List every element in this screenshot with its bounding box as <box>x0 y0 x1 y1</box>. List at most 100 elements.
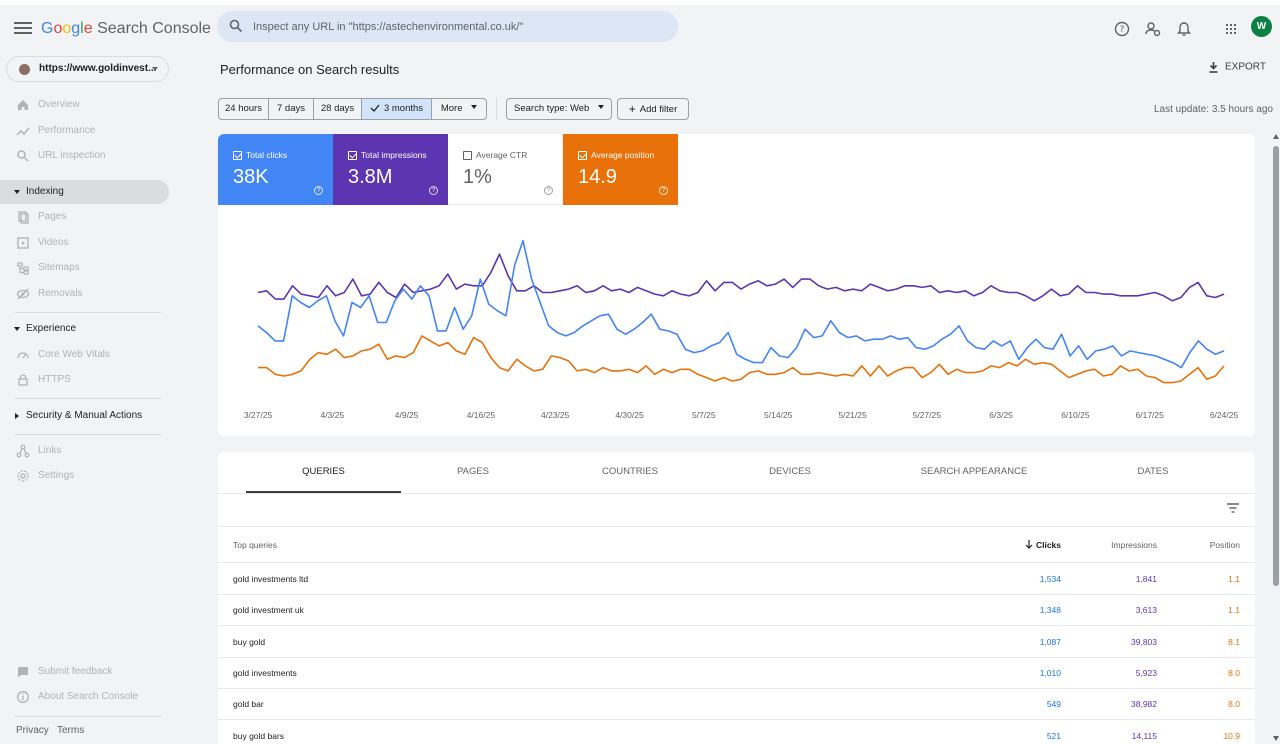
header-clicks-sorted[interactable]: Clicks <box>1025 540 1061 550</box>
sitemap-icon <box>17 262 29 275</box>
help-icon[interactable]: ? <box>429 186 438 195</box>
help-icon[interactable]: ? <box>659 186 668 195</box>
sidebar-item-videos[interactable]: Videos <box>0 231 169 255</box>
manage-users-icon[interactable] <box>1143 19 1163 39</box>
page-title: Performance on Search results <box>220 62 400 77</box>
cell-position: 8.1 <box>1228 636 1240 647</box>
cell-position: 8.0 <box>1228 667 1240 678</box>
cell-query: buy gold <box>233 636 266 647</box>
sidebar-divider <box>14 716 162 717</box>
app-logo[interactable]: Google Search Console <box>41 20 211 37</box>
url-inspect-input[interactable] <box>253 11 668 42</box>
metric-total-impressions[interactable]: Total impressions 3.8M ? <box>333 134 448 205</box>
sidebar-item-sitemaps[interactable]: Sitemaps <box>0 256 169 280</box>
table-row[interactable]: gold bar 549 38,982 8.0 <box>218 688 1255 721</box>
removals-icon <box>16 288 30 300</box>
url-inspect-searchbox[interactable] <box>217 11 678 42</box>
download-icon <box>1209 62 1218 73</box>
tab-countries[interactable]: COUNTRIES <box>602 466 658 477</box>
x-tick-label: 4/16/25 <box>467 410 496 420</box>
search-type-filter[interactable]: Search type: Web <box>506 98 612 120</box>
tab-queries[interactable]: QUERIES <box>302 466 345 477</box>
header-impressions[interactable]: Impressions <box>1111 540 1157 550</box>
info-icon <box>17 691 29 703</box>
notifications-icon[interactable] <box>1174 19 1194 39</box>
tab-dates[interactable]: DATES <box>1137 466 1169 477</box>
help-icon[interactable]: ? <box>314 186 323 195</box>
videos-icon <box>17 237 29 249</box>
checkbox-checked-icon <box>578 151 587 160</box>
table-row[interactable]: gold investments 1,010 5,923 8.0 <box>218 657 1255 689</box>
avatar[interactable]: W <box>1251 16 1272 37</box>
page-scrollbar[interactable] <box>1272 134 1280 744</box>
x-tick-label: 5/27/25 <box>913 410 942 420</box>
tab-pages[interactable]: PAGES <box>456 466 490 477</box>
help-icon[interactable]: ? <box>1112 19 1132 39</box>
table-row[interactable]: gold investments ltd 1,534 1,841 1.1 <box>218 563 1255 595</box>
range-7-days[interactable]: 7 days <box>268 98 314 120</box>
export-button[interactable]: EXPORT <box>1208 61 1266 77</box>
tab-devices[interactable]: DEVICES <box>769 466 811 477</box>
plus-icon: + <box>628 102 636 116</box>
check-icon <box>370 104 380 112</box>
row-divider <box>218 719 1255 721</box>
x-tick-label: 5/7/25 <box>692 410 716 420</box>
table-row[interactable]: gold investment uk 1,348 3,613 1.1 <box>218 594 1255 627</box>
cell-impressions: 14,115 <box>1131 730 1157 741</box>
sidebar-item-core-web-vitals[interactable]: Core Web Vitals <box>0 343 169 367</box>
table-row[interactable]: buy gold bars 521 14,115 10.9 <box>218 720 1255 744</box>
menu-icon[interactable] <box>13 19 33 39</box>
scroll-down-arrow-icon[interactable] <box>1273 736 1279 741</box>
cell-query: gold bar <box>233 699 264 710</box>
property-favicon <box>19 64 30 75</box>
product-name: Search Console <box>97 20 211 37</box>
sidebar-item-overview[interactable]: Overview <box>0 93 169 117</box>
range-more-dropdown[interactable]: More <box>431 98 487 120</box>
property-selector[interactable]: https://www.goldinvest... <box>6 56 169 82</box>
sidebar-item-settings[interactable]: Settings <box>0 464 169 488</box>
range-28-days[interactable]: 28 days <box>313 98 362 120</box>
last-update-text: Last update: 3.5 hours ago <box>1154 104 1273 115</box>
sidebar-section-experience[interactable]: Experience <box>0 317 169 341</box>
metric-average-ctr[interactable]: Average CTR 1% ? <box>448 134 563 205</box>
cell-query: buy gold bars <box>233 730 285 741</box>
add-filter-button[interactable]: + Add filter <box>617 98 689 120</box>
sidebar-section-security[interactable]: Security & Manual Actions <box>0 404 169 428</box>
range-24-hours[interactable]: 24 hours <box>218 98 269 120</box>
scroll-up-arrow-icon[interactable] <box>1273 134 1279 139</box>
scrollbar-thumb[interactable] <box>1273 146 1279 586</box>
x-tick-label: 4/23/25 <box>541 410 570 420</box>
table-row[interactable]: buy gold 1,087 39,803 8.1 <box>218 626 1255 658</box>
sidebar-item-links[interactable]: Links <box>0 439 169 463</box>
cell-clicks: 1,534 <box>1039 574 1061 584</box>
sidebar-item-submit-feedback[interactable]: Submit feedback <box>0 660 169 684</box>
terms-link[interactable]: Terms <box>57 725 85 736</box>
tab-search-appearance[interactable]: SEARCH APPEARANCE <box>920 466 1028 477</box>
metric-total-clicks[interactable]: Total clicks 38K ? <box>218 134 333 205</box>
filter-divider <box>496 98 497 120</box>
sidebar-item-removals[interactable]: Removals <box>0 282 169 306</box>
performance-chart: 3/27/25 4/3/25 4/9/25 4/16/25 4/23/25 4/30/25… <box>244 239 1238 420</box>
sidebar-item-pages[interactable]: Pages <box>0 205 169 229</box>
sidebar-section-indexing[interactable]: Indexing <box>0 180 169 204</box>
sidebar-item-about[interactable]: About Search Console <box>0 685 169 709</box>
sidebar-item-url-inspection[interactable]: URL inspection <box>0 144 169 168</box>
results-table-card: QUERIES PAGES COUNTRIES DEVICES SEARCH A… <box>218 452 1255 744</box>
sidebar-item-https[interactable]: HTTPS <box>0 368 169 392</box>
trending-icon <box>16 127 30 136</box>
filter-icon[interactable] <box>1226 501 1240 515</box>
apps-grid-icon[interactable] <box>1221 19 1241 39</box>
feedback-icon <box>18 667 28 678</box>
metric-average-position[interactable]: Average position 14.9 ? <box>563 134 678 205</box>
links-icon <box>16 444 30 458</box>
checkbox-unchecked-icon <box>463 151 472 160</box>
privacy-link[interactable]: Privacy <box>16 725 49 736</box>
header-position[interactable]: Position <box>1209 540 1240 550</box>
range-3-months[interactable]: 3 months <box>361 98 432 120</box>
row-divider <box>218 656 1255 658</box>
chevron-down-icon <box>597 105 604 109</box>
sidebar-item-performance[interactable]: Performance <box>0 119 169 143</box>
help-icon[interactable]: ? <box>544 186 553 195</box>
x-tick-label: 4/3/25 <box>320 410 344 420</box>
sidebar-divider <box>14 312 162 313</box>
